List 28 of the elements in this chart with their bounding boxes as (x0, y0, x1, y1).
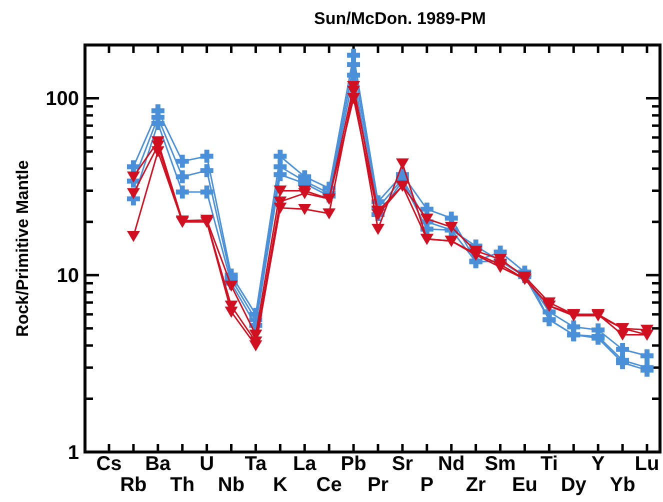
x-tick-label: Nd (438, 453, 465, 475)
x-tick-label: Ti (540, 453, 558, 475)
y-tick-label: 100 (46, 88, 79, 110)
x-tick-label: Ba (145, 453, 172, 475)
x-tick-label: K (272, 474, 288, 496)
x-tick-label: Pr (367, 474, 389, 496)
y-axis-title: Rock/Primitive Mantle (13, 160, 32, 337)
x-tick-label: U (200, 453, 214, 475)
y-tick-label: 10 (56, 265, 79, 288)
x-tick-label: Lu (634, 453, 660, 475)
x-tick-label: Ta (244, 453, 268, 475)
x-tick-label: Nb (218, 474, 245, 496)
x-tick-label: Cs (96, 453, 122, 475)
x-tick-label: Sr (392, 453, 414, 475)
chart-title: Sun/McDon. 1989-PM (314, 9, 486, 28)
x-tick-label: Zr (466, 474, 486, 496)
x-tick-label: Sm (484, 453, 516, 475)
x-tick-label: Rb (120, 474, 147, 496)
x-tick-label: Ce (316, 474, 342, 496)
x-tick-label: Y (591, 453, 606, 475)
x-tick-label: P (420, 474, 434, 496)
x-tick-label: Pb (340, 453, 366, 475)
y-tick-label: 1 (68, 442, 79, 464)
x-tick-label: La (292, 453, 318, 475)
x-tick-label: Th (170, 474, 195, 496)
x-tick-label: Yb (610, 474, 636, 496)
x-tick-label: Eu (512, 474, 538, 496)
x-tick-label: Dy (560, 474, 588, 496)
